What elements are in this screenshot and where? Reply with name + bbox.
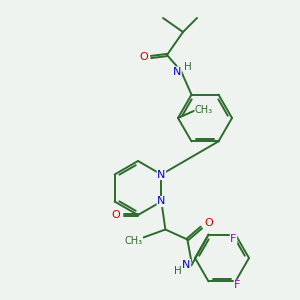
Text: H: H — [173, 266, 181, 277]
Text: N: N — [173, 67, 181, 77]
Text: N: N — [157, 196, 166, 206]
Text: N: N — [182, 260, 190, 269]
Text: CH₃: CH₃ — [195, 105, 213, 115]
Text: CH₃: CH₃ — [124, 236, 142, 245]
Text: H: H — [184, 62, 192, 72]
Text: O: O — [140, 52, 148, 62]
Text: O: O — [112, 210, 120, 220]
Text: F: F — [230, 234, 237, 244]
Text: O: O — [204, 218, 213, 229]
Text: F: F — [234, 280, 241, 290]
Text: N: N — [157, 169, 166, 179]
